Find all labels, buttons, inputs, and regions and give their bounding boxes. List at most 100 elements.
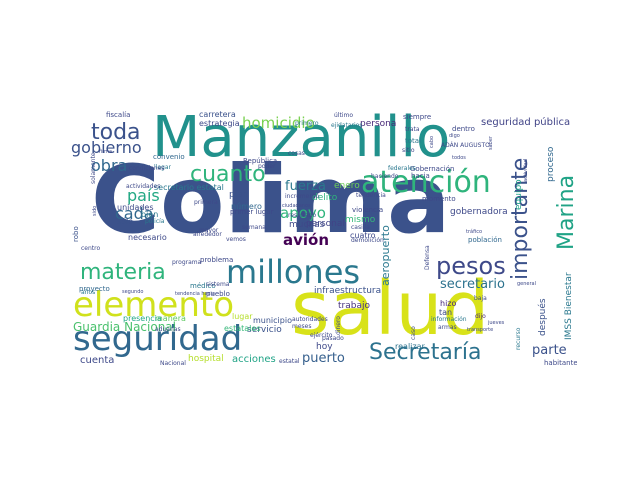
word-seguridad-publica: seguridad pública	[481, 117, 571, 128]
word-problema: programa	[172, 259, 202, 266]
word-jueves: actividad	[523, 159, 529, 182]
word-delito: delito	[312, 193, 338, 203]
word-seguridad: seguridad	[73, 319, 243, 359]
word-saber: todos	[452, 155, 466, 161]
word-gobierno: gobierno	[71, 138, 142, 157]
word-proyecto: robo	[72, 226, 80, 242]
word-manzanillo: Manzanillo	[152, 110, 451, 170]
word-haciendo: recurso	[515, 327, 522, 350]
word-bien: bien	[141, 210, 159, 219]
word-caso: sistema	[206, 281, 230, 288]
word-meses: estatal	[279, 358, 300, 365]
word-gobernadora: gobernadora	[450, 207, 508, 217]
word-ultimo: sitio	[402, 147, 415, 154]
word-ejidatarios: problema	[200, 256, 234, 264]
word-manera: manera	[155, 314, 186, 323]
word-proceso: proceso	[546, 146, 556, 182]
word-estatales: estatales	[224, 324, 261, 333]
word-muchas: muchas	[289, 220, 325, 230]
word-cosas: actividades	[126, 183, 161, 190]
word-centro: condiciones	[129, 165, 165, 172]
word-vemos: ejército	[310, 332, 333, 339]
word-poder: Defensa	[424, 245, 431, 270]
word-primer-lugar: vemos	[226, 236, 246, 243]
word-secretario: secretario	[440, 277, 505, 292]
word-municipio: municipio	[253, 316, 292, 325]
word-ejercito: meses	[292, 323, 312, 330]
word-republica: primera	[194, 199, 218, 206]
word-atencion: atención	[361, 165, 491, 200]
word-baja: dinero	[335, 316, 342, 335]
word-anos: médico	[190, 282, 216, 290]
word-federales: República	[243, 157, 278, 165]
word-colima: Colima	[91, 146, 451, 255]
word-carretera: carretera	[199, 110, 236, 119]
word-persona: persona	[360, 119, 397, 129]
word-recurso: armas	[438, 324, 457, 331]
word-imss-bienestar: IMSS Bienestar	[564, 272, 574, 340]
word-cuatro: cuatro	[350, 231, 376, 240]
word-semana: ADÁN AUGUSTO	[441, 142, 490, 149]
word-presencia: presencia	[123, 314, 162, 323]
word-toda: toda	[91, 120, 141, 145]
word-violencia: último	[334, 112, 354, 119]
word-infraestructura: infraestructura	[314, 286, 382, 296]
word-hizo: hizo	[440, 299, 457, 308]
word-trabajo: trabajo	[338, 301, 370, 311]
word-municipal: saber	[488, 136, 494, 150]
word-alrededor: poder	[258, 163, 276, 170]
word-actividad: transporte	[467, 327, 494, 333]
word-homicidio: homicidio	[242, 114, 315, 132]
word-nacional: años	[81, 289, 96, 296]
word-marina: Marina	[554, 174, 577, 250]
word-materia: materia	[80, 260, 166, 285]
word-mismo: mismo	[345, 215, 376, 225]
word-adan-augusto: caso	[410, 326, 417, 340]
word-poblacion: proyecto	[79, 285, 110, 293]
word-policia: primer lugar	[230, 208, 274, 216]
word-tendencia-hacia: jueves	[488, 320, 505, 326]
word-acciones: acciones	[232, 354, 276, 365]
word-hacia: convenio	[153, 153, 185, 161]
word-fiscalia: población	[468, 236, 502, 244]
word-despues: después	[538, 298, 548, 336]
word-total: siempre	[403, 113, 432, 121]
word-avion: avión	[283, 231, 330, 249]
word-necesario: necesario	[128, 233, 167, 242]
word-obra: obra	[91, 156, 128, 175]
word-fuerza: fuerza	[285, 179, 326, 194]
word-convenio: fiscalía	[106, 111, 131, 119]
word-dijo: momento	[422, 195, 456, 203]
word-condiciones: llegar	[154, 164, 171, 171]
word-pueblo: habitantes	[544, 359, 577, 367]
word-pesos: pesos	[436, 252, 506, 280]
word-puerto: puerto	[302, 351, 345, 366]
word-solo: sólo	[117, 217, 134, 226]
word-solamente: segundo	[122, 289, 144, 295]
word-autoridades: pasado	[322, 335, 344, 342]
word-plan: plan	[229, 190, 249, 200]
word-hoy: hoy	[316, 342, 333, 352]
word-estrategia: estrategia	[199, 119, 240, 128]
word-informacion: aduanas	[155, 326, 181, 333]
word-sistema: policía	[145, 218, 165, 225]
word-programa: centro	[81, 245, 101, 252]
word-firma: sido	[92, 205, 98, 216]
word-dinero: autoridades	[292, 316, 328, 323]
word-tan: tan	[439, 308, 453, 317]
word-armas: baja	[474, 295, 487, 302]
word-parte: parte	[532, 343, 567, 358]
word-pasado: trata	[405, 126, 420, 133]
word-apoyo: apoyo	[280, 204, 326, 222]
word-digo: solamente	[90, 152, 97, 184]
word-robo: unidades	[117, 203, 154, 212]
word-servicio: servicio	[247, 325, 282, 335]
word-enero: enero	[334, 181, 360, 191]
word-incremento: demolición	[351, 237, 384, 244]
word-actividades: federales	[388, 165, 416, 172]
word-dentro: hacia	[411, 172, 430, 180]
word-trata: ejidatarios	[331, 122, 363, 129]
word-cuenta: cuenta	[80, 355, 115, 366]
word-momento: Gobernación	[410, 165, 455, 173]
word-lugar: lugar	[232, 312, 253, 321]
